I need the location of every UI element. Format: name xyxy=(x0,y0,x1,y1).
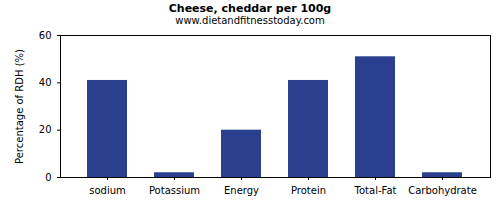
html-text:www.dietandfitnesstoday.com: www.dietandfitnesstoday.com xyxy=(175,15,325,26)
svg-text:0: 0 xyxy=(45,172,51,183)
svg-text:Protein: Protein xyxy=(291,185,326,196)
svg-text:20: 20 xyxy=(39,124,52,135)
svg-text:sodium: sodium xyxy=(89,185,126,196)
svg-text:Potassium: Potassium xyxy=(149,185,200,196)
svg-text:40: 40 xyxy=(39,77,52,88)
svg-text:Total-Fat: Total-Fat xyxy=(354,185,397,196)
svg-text:Energy: Energy xyxy=(224,185,259,196)
svg-text:Percentage of RDH (%): Percentage of RDH (%) xyxy=(14,49,25,164)
svg-text:60: 60 xyxy=(39,30,52,41)
html-text:Cheese, cheddar per 100g: Cheese, cheddar per 100g xyxy=(168,2,332,15)
svg-text:Carbohydrate: Carbohydrate xyxy=(408,185,477,196)
